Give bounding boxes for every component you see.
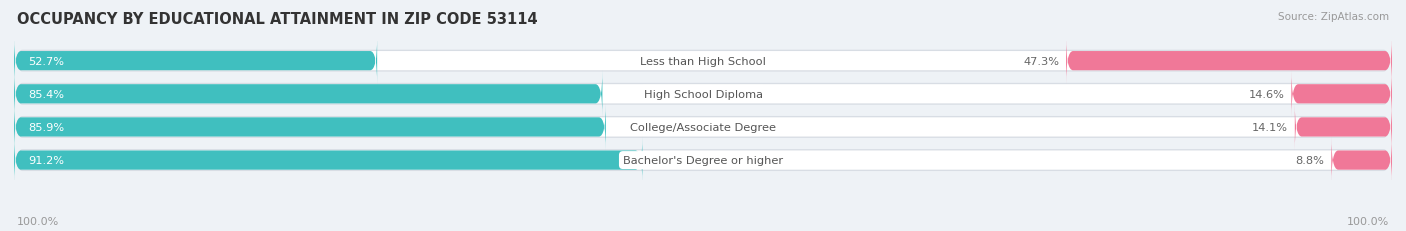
Legend: Owner-occupied, Renter-occupied: Owner-occupied, Renter-occupied — [574, 228, 832, 231]
FancyBboxPatch shape — [14, 130, 1392, 190]
FancyBboxPatch shape — [14, 71, 602, 118]
FancyBboxPatch shape — [14, 31, 1392, 91]
Text: 100.0%: 100.0% — [17, 216, 59, 226]
Text: College/Associate Degree: College/Associate Degree — [630, 122, 776, 132]
Text: 52.7%: 52.7% — [28, 56, 63, 66]
FancyBboxPatch shape — [1291, 71, 1392, 118]
FancyBboxPatch shape — [14, 64, 1392, 125]
FancyBboxPatch shape — [14, 97, 1392, 157]
FancyBboxPatch shape — [14, 132, 1392, 189]
FancyBboxPatch shape — [14, 99, 1392, 156]
Text: High School Diploma: High School Diploma — [644, 89, 762, 99]
FancyBboxPatch shape — [1066, 38, 1392, 85]
Text: OCCUPANCY BY EDUCATIONAL ATTAINMENT IN ZIP CODE 53114: OCCUPANCY BY EDUCATIONAL ATTAINMENT IN Z… — [17, 12, 537, 27]
FancyBboxPatch shape — [14, 66, 1392, 123]
FancyBboxPatch shape — [14, 137, 643, 184]
Text: 8.8%: 8.8% — [1295, 155, 1324, 165]
Text: Source: ZipAtlas.com: Source: ZipAtlas.com — [1278, 12, 1389, 21]
Text: Bachelor's Degree or higher: Bachelor's Degree or higher — [623, 155, 783, 165]
FancyBboxPatch shape — [14, 104, 606, 151]
Text: 14.1%: 14.1% — [1251, 122, 1288, 132]
Text: 14.6%: 14.6% — [1249, 89, 1285, 99]
Text: 100.0%: 100.0% — [1347, 216, 1389, 226]
Text: 47.3%: 47.3% — [1024, 56, 1059, 66]
FancyBboxPatch shape — [1331, 137, 1392, 184]
FancyBboxPatch shape — [14, 33, 1392, 90]
Text: 85.9%: 85.9% — [28, 122, 63, 132]
FancyBboxPatch shape — [1295, 104, 1392, 151]
Text: 91.2%: 91.2% — [28, 155, 63, 165]
FancyBboxPatch shape — [14, 38, 377, 85]
Text: 85.4%: 85.4% — [28, 89, 63, 99]
Text: Less than High School: Less than High School — [640, 56, 766, 66]
